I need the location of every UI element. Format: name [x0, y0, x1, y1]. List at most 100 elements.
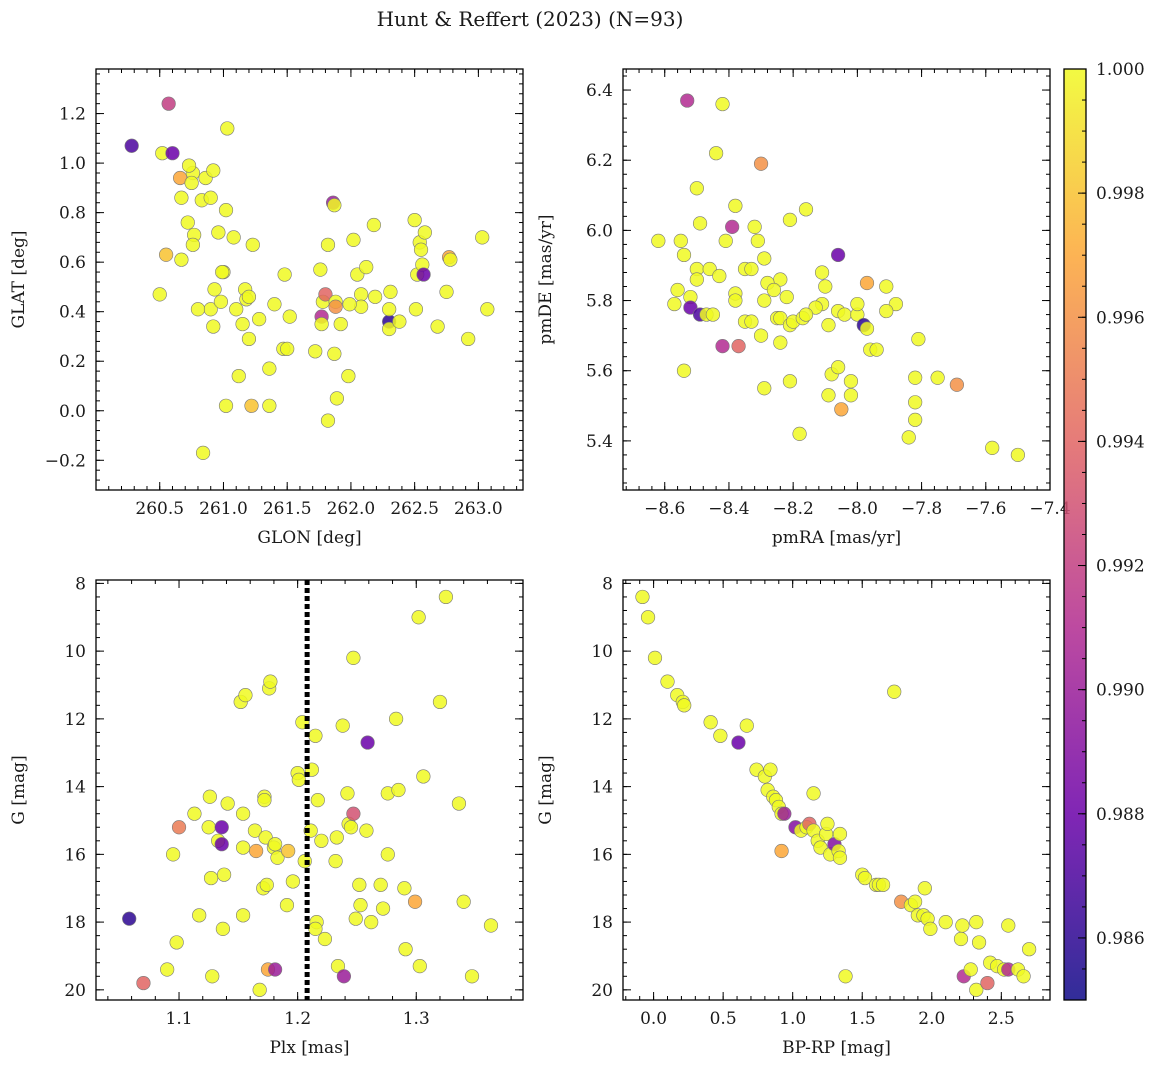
- scatter-point: [907, 894, 923, 909]
- scatter-point: [715, 339, 730, 354]
- scatter-point: [308, 921, 323, 936]
- scatter-point: [923, 921, 938, 936]
- scatter-point: [1016, 969, 1031, 984]
- scatter-point: [917, 881, 932, 896]
- scatter-point: [184, 175, 199, 191]
- y-tick-label: 5.4: [586, 432, 613, 452]
- scatter-point: [955, 918, 970, 933]
- y-axis-label: GLAT [deg]: [9, 230, 29, 328]
- scatter-point: [843, 374, 859, 389]
- colorbar-tick-label: 0.998: [1096, 184, 1145, 204]
- scatter-point: [268, 962, 283, 977]
- scatter-point: [213, 294, 229, 309]
- axes-frame: [622, 579, 1051, 1001]
- scatter-point: [969, 982, 984, 997]
- scatter-point: [411, 610, 426, 625]
- scatter-point: [464, 969, 480, 984]
- scatter-point: [705, 307, 720, 322]
- scatter-point: [640, 610, 656, 625]
- scatter-point: [329, 391, 345, 406]
- scatter-point: [766, 282, 781, 298]
- scatter-point: [320, 237, 336, 252]
- scatter-point: [670, 282, 685, 298]
- scatter-point: [703, 715, 718, 730]
- scatter-point: [382, 302, 397, 317]
- scatter-point: [777, 806, 792, 821]
- scatter-point: [187, 806, 202, 821]
- scatter-point: [262, 398, 277, 413]
- scatter-point: [757, 293, 772, 308]
- scatter-point: [161, 96, 176, 111]
- x-tick-label: −8.4: [708, 499, 749, 519]
- scatter-point: [757, 381, 772, 396]
- colorbar-tick-label: 0.986: [1096, 929, 1145, 949]
- y-tick-label: 1.2: [59, 105, 86, 125]
- scatter-point: [169, 935, 184, 950]
- scatter-point: [354, 287, 369, 302]
- scatter-point: [647, 650, 663, 666]
- x-tick-label: 1.1: [166, 1009, 193, 1029]
- scatter-point: [353, 898, 368, 913]
- scatter-point: [206, 163, 221, 178]
- y-tick-label: 8: [75, 574, 86, 594]
- scatter-point: [683, 300, 698, 315]
- scatter-point: [985, 440, 1000, 456]
- scatter-point: [821, 388, 836, 403]
- scatter-point: [235, 840, 251, 855]
- scatter-point: [879, 279, 894, 294]
- y-tick-label: 20: [64, 981, 86, 1001]
- scatter-point: [779, 289, 794, 305]
- y-tick-label: 10: [64, 642, 86, 662]
- scatter-point: [281, 843, 296, 859]
- scatter-point: [124, 138, 139, 153]
- scatter-point: [214, 820, 229, 835]
- ticks: −8.6 −8.4 −8.2 −8.0 −7.8 −7.6 −7.4 5.4 5.6 5.8 6.0…: [586, 69, 1071, 519]
- x-tick-label: −8.2: [773, 499, 814, 519]
- y-tick-label: 6.2: [586, 151, 613, 171]
- scatter-point: [938, 914, 953, 930]
- scatter-point: [980, 975, 995, 991]
- y-tick-label: 18: [64, 913, 86, 933]
- scatter-point: [327, 198, 342, 213]
- scatter-point: [268, 837, 283, 852]
- y-tick-label: −0.2: [45, 451, 86, 471]
- panel-plx: 1.1 1.2 1.3 8 10 12 14 16 18 20 Plx [mas] G [mag]: [9, 574, 524, 1058]
- scatter-point: [438, 589, 454, 605]
- scatter-point: [763, 762, 778, 777]
- panel-lb: 260.5 261.0 261.5 262.0 262.5 263.0 −0.2 0.0 0.2…: [9, 68, 524, 548]
- scatter-point: [692, 216, 708, 231]
- scatter-point: [412, 959, 427, 974]
- scatter-point: [226, 230, 241, 245]
- scatter-point: [229, 302, 244, 317]
- scatter-point: [814, 265, 830, 280]
- scatter-point: [838, 969, 853, 984]
- scatter-point: [308, 728, 323, 743]
- scatter-point: [211, 225, 226, 240]
- scatter-point: [831, 247, 846, 263]
- scatter-point: [346, 232, 361, 247]
- scatter-point: [336, 969, 351, 984]
- scatter-point: [773, 335, 788, 350]
- scatter-point: [407, 894, 423, 909]
- scatter-point: [360, 735, 375, 750]
- scatter-point: [373, 877, 388, 892]
- scatter-point: [821, 318, 836, 333]
- y-tick-label: 12: [591, 710, 613, 730]
- scatter-point: [651, 233, 666, 249]
- scatter-point: [317, 931, 333, 947]
- scatter-point: [207, 282, 222, 297]
- y-tick-label: 16: [64, 845, 86, 865]
- scatter-point: [262, 361, 277, 376]
- scatter-point: [702, 261, 717, 277]
- scatter-point: [837, 307, 852, 322]
- scatter-point: [314, 833, 329, 848]
- scatter-point: [451, 796, 467, 811]
- colorbar-tick-label: 0.988: [1096, 805, 1145, 825]
- scatter-point: [744, 314, 759, 329]
- scatter-point: [456, 894, 471, 909]
- axes-frame: [622, 68, 1051, 491]
- scatter-point: [341, 368, 356, 384]
- scatter-point: [352, 877, 367, 892]
- scatter-point: [310, 793, 325, 808]
- scatter-point: [218, 398, 234, 413]
